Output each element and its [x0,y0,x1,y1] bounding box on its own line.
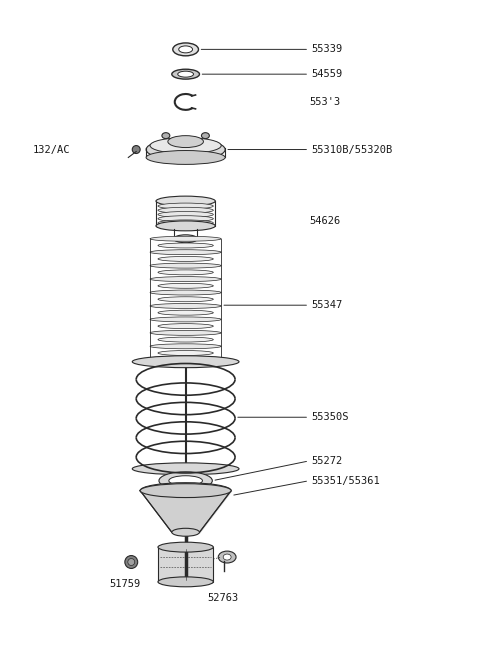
Text: 54559: 54559 [311,69,342,79]
Text: 55351/55361: 55351/55361 [311,476,380,486]
Ellipse shape [150,137,221,154]
Ellipse shape [150,357,221,362]
Ellipse shape [174,235,197,242]
Ellipse shape [158,215,213,221]
Ellipse shape [162,133,170,139]
Ellipse shape [156,221,216,231]
Ellipse shape [150,263,221,268]
Ellipse shape [168,135,204,148]
Ellipse shape [128,558,135,566]
Ellipse shape [158,297,213,302]
Ellipse shape [158,542,213,552]
Ellipse shape [202,133,209,139]
Ellipse shape [132,463,239,475]
Ellipse shape [158,310,213,315]
Ellipse shape [150,237,221,241]
Bar [158,547,213,582]
Ellipse shape [146,139,225,160]
Ellipse shape [156,196,216,206]
Text: 553'3: 553'3 [309,97,340,107]
Ellipse shape [150,344,221,349]
Ellipse shape [158,243,213,248]
Ellipse shape [169,476,203,486]
Ellipse shape [158,208,213,214]
Text: 51759: 51759 [109,579,141,589]
Ellipse shape [140,484,231,497]
Ellipse shape [158,283,213,288]
Text: 54626: 54626 [309,216,340,226]
Ellipse shape [179,46,192,53]
Ellipse shape [150,277,221,282]
Text: 55347: 55347 [311,300,342,310]
Text: 52763: 52763 [207,593,239,602]
Polygon shape [140,491,231,532]
Ellipse shape [158,203,213,209]
Ellipse shape [159,472,212,489]
Ellipse shape [140,483,231,499]
Text: 55272: 55272 [311,456,342,466]
Ellipse shape [158,212,213,217]
Ellipse shape [158,351,213,355]
Ellipse shape [158,577,213,587]
Ellipse shape [173,43,199,56]
Text: 55350S: 55350S [311,412,348,422]
Ellipse shape [158,337,213,342]
Ellipse shape [158,270,213,275]
Ellipse shape [172,69,200,79]
Ellipse shape [150,304,221,308]
Ellipse shape [158,220,213,226]
Ellipse shape [146,150,225,164]
Text: 55339: 55339 [311,45,342,55]
Ellipse shape [125,556,138,568]
Ellipse shape [132,146,140,154]
Ellipse shape [178,71,193,77]
Ellipse shape [150,330,221,335]
Ellipse shape [150,250,221,255]
Ellipse shape [172,528,200,536]
Ellipse shape [218,551,236,563]
Ellipse shape [158,324,213,328]
Text: 132/AC: 132/AC [33,145,70,154]
Ellipse shape [150,317,221,322]
Text: 55310B/55320B: 55310B/55320B [311,145,393,154]
Ellipse shape [150,290,221,295]
Ellipse shape [132,356,239,368]
Ellipse shape [158,256,213,261]
Ellipse shape [223,554,231,560]
